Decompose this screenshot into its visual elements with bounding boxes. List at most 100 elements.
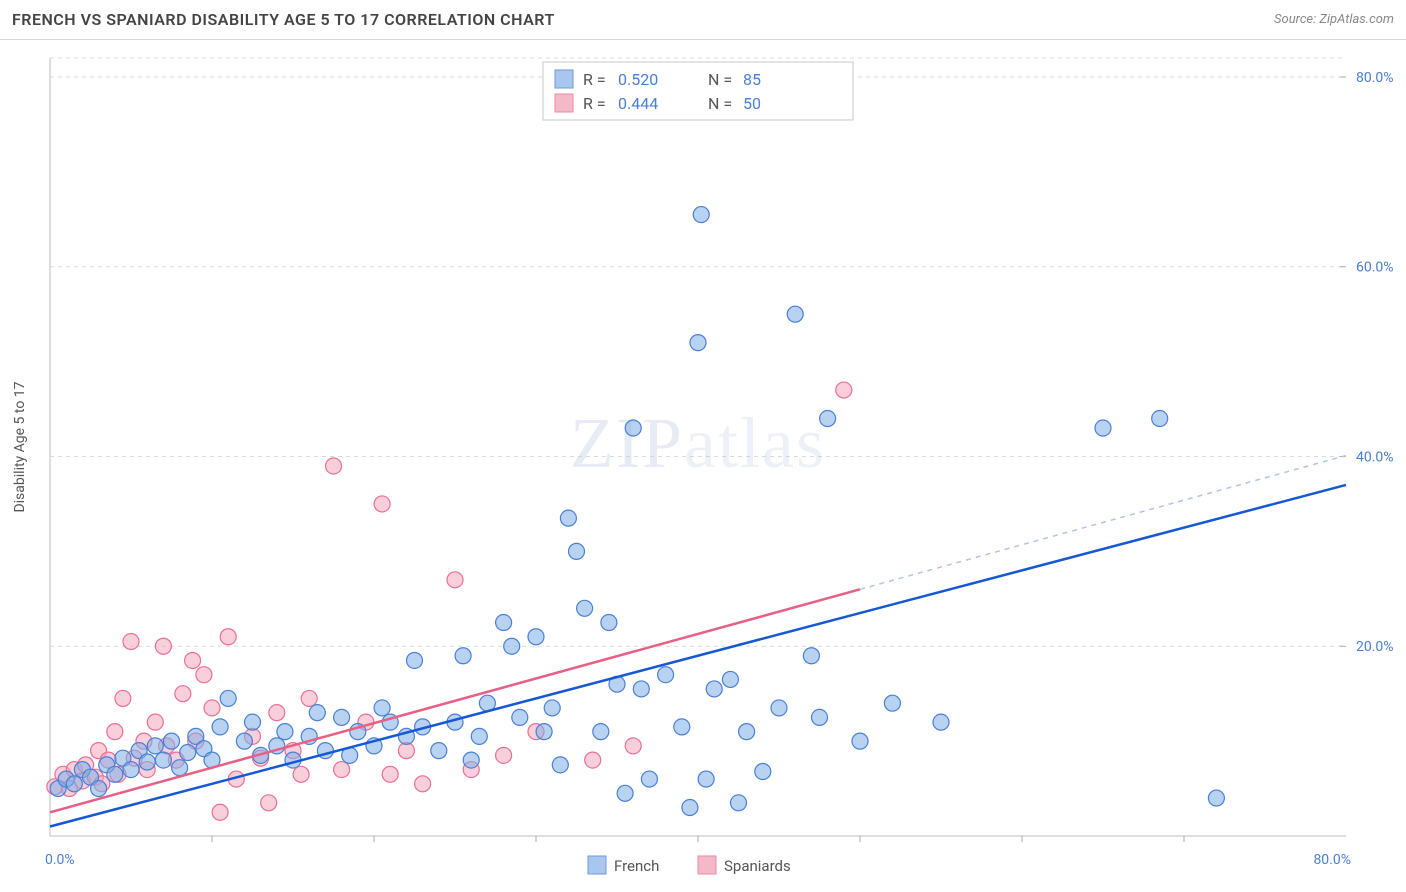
data-point-french: [674, 719, 690, 735]
data-point-french: [1095, 420, 1111, 436]
y-tick-label: 80.0%: [1356, 70, 1394, 86]
legend-label-spaniards: Spaniards: [724, 857, 791, 875]
data-point-french: [625, 420, 641, 436]
legend-swatch-spaniards: [698, 856, 716, 874]
watermark: ZIPatlas: [570, 403, 826, 483]
data-point-french: [771, 700, 787, 716]
y-tick-label: 20.0%: [1356, 639, 1394, 655]
data-point-spaniards: [398, 743, 414, 759]
data-point-spaniards: [625, 738, 641, 754]
trend-line-french: [50, 485, 1346, 827]
stats-swatch-spaniards: [555, 94, 573, 112]
data-point-french: [463, 752, 479, 768]
data-point-french: [544, 700, 560, 716]
data-point-french: [180, 745, 196, 761]
data-point-french: [164, 733, 180, 749]
data-point-spaniards: [334, 762, 350, 778]
data-point-spaniards: [261, 795, 277, 811]
data-point-french: [820, 411, 836, 427]
data-point-french: [212, 719, 228, 735]
data-point-french: [334, 709, 350, 725]
data-point-spaniards: [220, 629, 236, 645]
data-point-french: [374, 700, 390, 716]
data-point-french: [245, 714, 261, 730]
stats-swatch-french: [555, 70, 573, 88]
y-tick-label: 40.0%: [1356, 449, 1394, 465]
data-point-french: [309, 705, 325, 721]
data-point-french: [172, 760, 188, 776]
data-point-french: [682, 800, 698, 816]
data-point-french: [617, 785, 633, 801]
data-point-french: [147, 738, 163, 754]
data-point-french: [569, 543, 585, 559]
data-point-spaniards: [115, 690, 131, 706]
data-point-french: [504, 638, 520, 654]
data-point-french: [1208, 790, 1224, 806]
data-point-spaniards: [269, 705, 285, 721]
data-point-french: [803, 648, 819, 664]
data-point-french: [123, 762, 139, 778]
data-point-spaniards: [496, 747, 512, 763]
data-point-french: [884, 695, 900, 711]
data-point-french: [722, 671, 738, 687]
svg-text:R =: R =: [583, 94, 606, 113]
svg-text:N =: N =: [708, 70, 732, 89]
data-point-spaniards: [374, 496, 390, 512]
chart-area: 20.0% 40.0% 60.0% 80.0% 0.0% 80.0% Disability …: [0, 40, 1406, 892]
data-point-french: [471, 728, 487, 744]
data-point-french: [66, 776, 82, 792]
data-point-french: [528, 629, 544, 645]
chart-header: FRENCH VS SPANIARD DISABILITY AGE 5 TO 1…: [0, 0, 1406, 40]
data-point-french: [577, 600, 593, 616]
data-point-french: [731, 795, 747, 811]
data-point-french: [593, 724, 609, 740]
data-point-french: [706, 681, 722, 697]
data-point-french: [552, 757, 568, 773]
data-point-spaniards: [155, 638, 171, 654]
data-point-french: [407, 652, 423, 668]
svg-text:N =: N =: [708, 94, 732, 113]
scatter-chart-svg: 20.0% 40.0% 60.0% 80.0% 0.0% 80.0% Disability …: [0, 40, 1406, 892]
y-axis-label: Disability Age 5 to 17: [12, 381, 28, 512]
data-point-spaniards: [382, 766, 398, 782]
data-point-french: [536, 724, 552, 740]
data-point-french: [633, 681, 649, 697]
y-tick-label: 60.0%: [1356, 260, 1394, 276]
data-point-french: [755, 763, 771, 779]
data-point-french: [107, 766, 123, 782]
data-point-spaniards: [301, 690, 317, 706]
data-point-french: [812, 709, 828, 725]
data-point-spaniards: [447, 572, 463, 588]
data-point-french: [698, 771, 714, 787]
source-attribution: Source: ZipAtlas.com: [1274, 12, 1394, 27]
data-point-french: [693, 207, 709, 223]
data-point-french: [91, 781, 107, 797]
x-end-label: 80.0%: [1313, 852, 1351, 868]
data-point-french: [431, 743, 447, 759]
data-point-french: [641, 771, 657, 787]
stat-n-spaniards: 50: [743, 94, 761, 113]
data-point-spaniards: [836, 382, 852, 398]
legend-swatch-french: [588, 856, 606, 874]
legend-label-french: French: [614, 857, 659, 875]
data-point-french: [690, 335, 706, 351]
stat-r-spaniards: 0.444: [618, 94, 658, 113]
data-point-french: [1152, 411, 1168, 427]
data-point-french: [139, 754, 155, 770]
stat-r-french: 0.520: [618, 70, 658, 89]
trend-line-spaniards: [50, 589, 860, 812]
data-point-french: [496, 615, 512, 631]
data-point-spaniards: [204, 700, 220, 716]
data-point-french: [455, 648, 471, 664]
data-point-french: [155, 752, 171, 768]
data-point-spaniards: [107, 724, 123, 740]
data-point-spaniards: [415, 776, 431, 792]
data-point-french: [601, 615, 617, 631]
data-point-french: [739, 724, 755, 740]
stat-n-french: 85: [743, 70, 761, 89]
data-point-french: [852, 733, 868, 749]
data-point-spaniards: [185, 652, 201, 668]
data-point-french: [236, 733, 252, 749]
x-origin-label: 0.0%: [45, 852, 75, 868]
data-point-spaniards: [326, 458, 342, 474]
